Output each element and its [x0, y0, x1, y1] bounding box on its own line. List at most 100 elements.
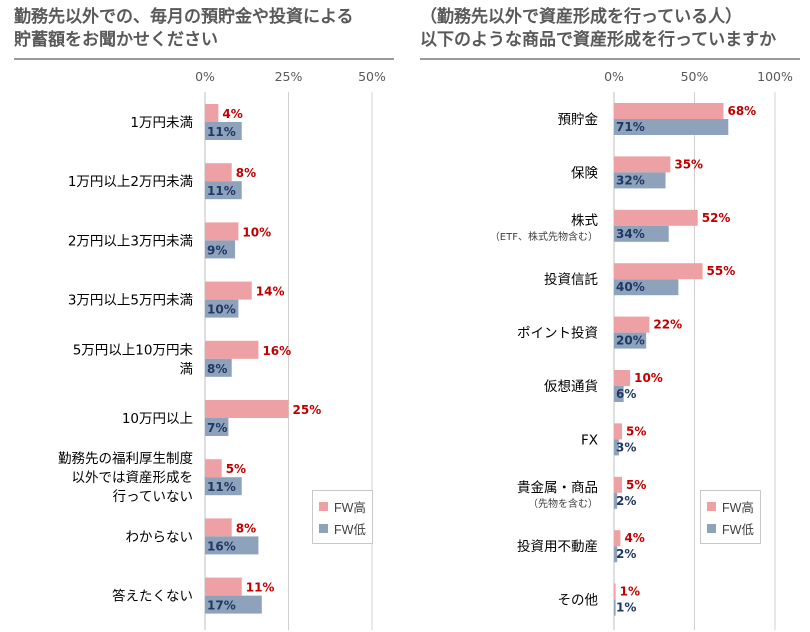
- legend-label-fw-low: FW低: [722, 522, 754, 537]
- bar-fw-low: [614, 386, 624, 402]
- category-label: 2万円以上3万円未満: [68, 233, 193, 249]
- bar-fw-low: [205, 477, 242, 496]
- x-tick-label: 50%: [358, 69, 386, 84]
- data-label-fw-high: 52%: [702, 211, 731, 225]
- category-label: わからない: [126, 529, 194, 545]
- bar-fw-high: [205, 459, 222, 478]
- bar-fw-low: [205, 358, 232, 377]
- left-title-line-2: 貯蓄額をお聞かせください: [14, 30, 218, 50]
- data-label-fw-high: 10%: [242, 225, 271, 239]
- legend-item-fw-high: FW高: [319, 495, 366, 517]
- bar-fw-high: [205, 577, 242, 596]
- bar-fw-low: [205, 122, 242, 140]
- legend-label-fw-high: FW高: [334, 500, 366, 515]
- bar-fw-high: [614, 423, 623, 440]
- bar-fw-high: [205, 281, 252, 300]
- category-label: 答えたくない: [112, 588, 193, 605]
- right-legend: FW高 FW低: [700, 490, 761, 544]
- legend-swatch-fw-high: [707, 501, 716, 511]
- right-chart-title: （勤務先以外で資産形成を行っている人） 以下のような商品で資産形成を行っています…: [420, 6, 776, 52]
- data-label-fw-low: 11%: [207, 125, 236, 139]
- category-label: 5万円以上10万円未: [73, 342, 194, 358]
- bar-fw-high: [205, 518, 232, 537]
- bar-fw-high: [614, 583, 616, 600]
- right-title-line-2: 以下のような商品で資産形成を行っていますか: [420, 30, 777, 50]
- category-label: 仮想通貨: [544, 378, 598, 395]
- data-label-fw-high: 5%: [626, 478, 646, 492]
- category-label: 株式: [571, 213, 599, 229]
- bar-fw-low: [614, 492, 618, 509]
- left-chart-title: 勤務先以外での、毎月の預貯金や投資による 貯蓄額をお聞かせください: [14, 6, 354, 52]
- x-tick-label: 0%: [195, 69, 215, 84]
- bar-fw-high: [614, 370, 631, 386]
- bar-fw-high: [614, 156, 671, 173]
- x-tick-label: 100%: [757, 69, 793, 84]
- bar-fw-low: [614, 332, 647, 349]
- data-label-fw-low: 71%: [616, 120, 645, 134]
- data-label-fw-high: 4%: [222, 107, 242, 121]
- data-label-fw-low: 11%: [207, 480, 236, 494]
- category-label: 投資用不動産: [517, 539, 598, 555]
- bar-fw-high: [614, 103, 724, 119]
- bar-fw-high: [614, 530, 621, 547]
- data-label-fw-low: 1%: [616, 601, 636, 615]
- data-label-fw-high: 22%: [653, 318, 682, 332]
- legend-item-fw-high: FW高: [707, 495, 754, 517]
- right-title-rule: [420, 58, 800, 60]
- data-label-fw-low: 2%: [616, 547, 636, 561]
- x-tick-label: 0%: [604, 69, 624, 84]
- right-title-line-1: （勤務先以外で資産形成を行っている人）: [420, 7, 743, 27]
- bar-fw-high: [614, 476, 623, 493]
- bar-fw-low: [614, 599, 616, 616]
- category-label: 10万円以上: [122, 411, 193, 427]
- bar-fw-low: [205, 299, 239, 318]
- data-label-fw-high: 5%: [626, 424, 646, 438]
- data-label-fw-low: 34%: [616, 227, 645, 241]
- bar-fw-low: [614, 439, 619, 456]
- bar-fw-low: [205, 240, 236, 259]
- bar-fw-high: [614, 263, 703, 280]
- bar-fw-high: [205, 163, 232, 182]
- bar-fw-low: [205, 536, 259, 555]
- data-label-fw-high: 16%: [262, 344, 291, 358]
- x-tick-label: 25%: [275, 69, 303, 84]
- category-label: 1万円未満: [130, 115, 193, 131]
- category-label: ポイント投資: [517, 326, 598, 342]
- data-label-fw-high: 4%: [624, 531, 644, 545]
- data-label-fw-high: 5%: [226, 462, 246, 476]
- category-sublabel: （先物を含む）: [528, 497, 598, 510]
- data-label-fw-low: 40%: [616, 280, 645, 294]
- category-label: 1万円以上2万円未満: [68, 174, 193, 190]
- x-tick-label: 50%: [681, 69, 709, 84]
- data-label-fw-high: 35%: [674, 157, 703, 171]
- legend-item-fw-low: FW低: [707, 517, 754, 539]
- bar-fw-high: [205, 222, 239, 241]
- data-label-fw-low: 3%: [616, 440, 636, 454]
- data-label-fw-low: 6%: [616, 387, 636, 401]
- bar-fw-low: [614, 119, 729, 135]
- data-label-fw-low: 7%: [207, 421, 227, 435]
- bar-fw-high: [614, 316, 650, 333]
- category-label: FX: [581, 432, 598, 448]
- bar-fw-low: [614, 225, 669, 242]
- data-label-fw-high: 11%: [246, 581, 275, 595]
- legend-label-fw-low: FW低: [334, 522, 366, 537]
- data-label-fw-high: 68%: [727, 104, 756, 118]
- left-legend: FW高 FW低: [312, 490, 373, 544]
- bar-fw-low: [205, 595, 262, 614]
- bar-fw-high: [614, 209, 698, 226]
- data-label-fw-low: 11%: [207, 184, 236, 198]
- left-title-rule: [14, 58, 394, 60]
- category-label: 保険: [571, 165, 599, 181]
- data-label-fw-low: 10%: [207, 303, 236, 317]
- legend-swatch-fw-low: [707, 523, 716, 533]
- category-label: 預貯金: [558, 112, 599, 128]
- data-label-fw-low: 2%: [616, 494, 636, 508]
- legend-item-fw-low: FW低: [319, 517, 366, 539]
- category-label: 勤務先の福利厚生制度: [58, 451, 193, 467]
- data-label-fw-high: 1%: [620, 585, 640, 599]
- data-label-fw-low: 8%: [207, 362, 227, 376]
- category-label: 3万円以上5万円未満: [68, 293, 193, 309]
- data-label-fw-high: 8%: [236, 166, 256, 180]
- data-label-fw-low: 17%: [207, 599, 236, 613]
